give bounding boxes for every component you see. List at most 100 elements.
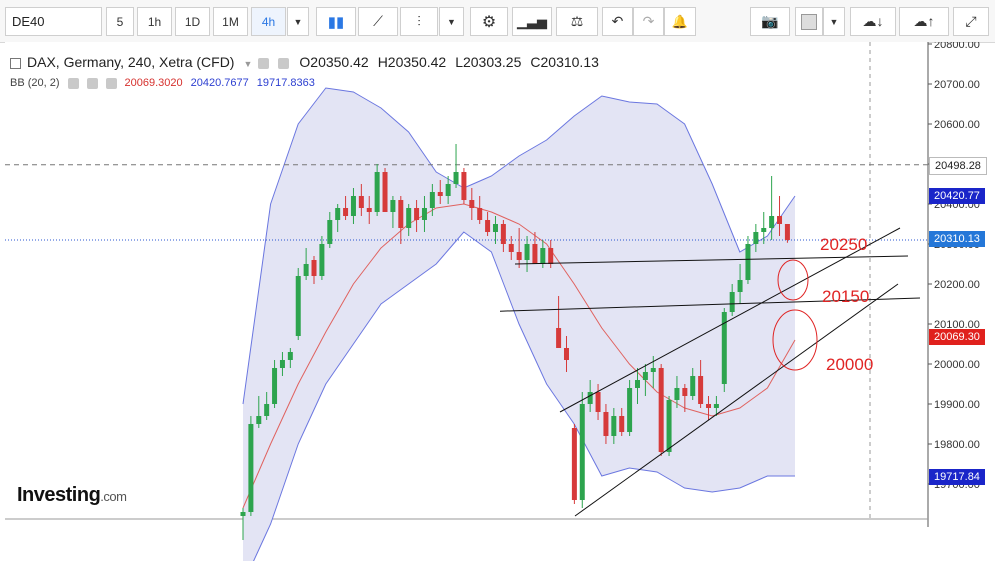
candle-body [784,224,790,240]
channel-lower-line [574,283,899,517]
candle-body [429,192,435,208]
load-button[interactable]: ☁↓ [850,7,896,36]
bars-icon: ⫶ [417,13,421,29]
legend-header: DAX, Germany, 240, Xetra (CFD) ▼ O20350.42… [10,54,608,70]
dropdown-icon: ▼ [447,16,456,27]
candle-body [729,292,735,312]
candle-body [469,200,475,208]
close-icon[interactable] [278,57,290,69]
candle-body [579,404,585,500]
y-tick-label: 20700.00 [934,79,980,91]
compare-button[interactable]: ⚖ [556,7,598,36]
bb-upper-value: 20420.7677 [190,77,249,89]
candle-body [390,200,396,212]
price-tag-last: 20310.13 [929,231,985,247]
candle-body [414,208,420,220]
candle-body [366,208,372,212]
fullscreen-button[interactable]: ⤢ [953,7,989,36]
candle-body [761,228,767,232]
bars-button[interactable]: ⫶ [400,7,438,36]
candle-body [682,388,688,396]
visibility-icon[interactable] [67,77,79,89]
candle-body [532,244,538,264]
y-tick-label: 19800.00 [934,439,980,451]
gear-icon: ⚙ [481,13,497,31]
candle-body [240,512,246,516]
undo-button[interactable]: ↶ [602,7,633,36]
candle-body [777,216,783,224]
interval-4h[interactable]: 4h [251,7,286,36]
dropdown-icon: ▼ [829,16,839,27]
candle-body [295,276,301,336]
alert-button[interactable]: 🔔 [664,7,696,36]
y-tick-label: 20800.00 [934,42,980,51]
toolbar: DE40 5 1h 1D 1M 4h ▼ ▮▮ ⟋ ⫶ ▼ ⚙ ▁▃▅ ⚖ ↶ … [0,0,995,43]
y-tick-label: 20000.00 [934,359,980,371]
candle-body [303,264,309,276]
fullscreen-icon: ⤢ [965,13,977,29]
candle-body [698,376,704,404]
bb-name: BB (20, 2) [10,77,60,89]
save-button[interactable]: ☁↑ [899,7,949,36]
candle-body [398,200,404,228]
interval-1h[interactable]: 1h [137,7,172,36]
settings-icon[interactable] [258,57,270,69]
indicators-button[interactable]: ▁▃▅ [512,7,552,36]
candle-body [256,416,262,424]
candle-body [753,232,759,244]
chart-area[interactable]: 20800.0020700.0020600.0020500.0020400.00… [0,42,995,561]
candle-body [524,244,530,260]
fill-icon [801,13,817,30]
cloud-download-icon: ☁↓ [862,13,884,29]
redo-button[interactable]: ↷ [633,7,664,36]
candle-body [311,260,317,276]
candle-body [745,244,751,280]
y-tick-label: 19900.00 [934,399,980,411]
price-tag-bb-mid: 20069.30 [929,329,985,345]
candle-body [248,424,254,512]
screenshot-button[interactable]: 📷 [750,7,790,36]
symbol-input[interactable]: DE40 [5,7,102,36]
price-chart[interactable]: 20800.0020700.0020600.0020500.0020400.00… [0,42,995,561]
annotation-circle-20250 [777,259,809,301]
close-icon[interactable] [105,77,117,89]
interval-5[interactable]: 5 [106,7,134,36]
bb-legend: BB (20, 2) 20069.3020 20420.7677 19717.8363 [10,77,323,89]
interval-1m[interactable]: 1M [213,7,248,36]
redo-icon: ↷ [642,13,655,29]
chart-type-dropdown[interactable]: ▼ [439,7,464,36]
candle-body [350,196,356,216]
candle-body [713,404,719,408]
candle-body [477,208,483,220]
ohlc-high: H20350.42 [377,54,447,70]
candle-body [382,172,388,212]
candle-body [556,328,562,348]
collapse-icon[interactable] [10,57,21,69]
fill-button[interactable] [795,7,823,36]
candle-body [461,172,467,200]
price-tag-high: 20498.28 [929,157,987,175]
fill-dropdown[interactable]: ▼ [823,7,845,36]
legend-dropdown-icon[interactable]: ▼ [243,59,253,69]
candles-button[interactable]: ▮▮ [316,7,356,36]
compare-icon: ⚖ [570,13,584,29]
candle-body [587,392,593,404]
settings-button[interactable]: ⚙ [470,7,508,36]
candle-body [627,388,633,432]
interval-1d[interactable]: 1D [175,7,210,36]
interval-dropdown[interactable]: ▼ [287,7,309,36]
annotation-label: 20250 [820,235,867,254]
candle-body [650,368,656,372]
camera-icon: 📷 [761,13,779,29]
cloud-upload-icon: ☁↑ [913,13,935,29]
ohlc-open: O20350.42 [299,54,369,70]
annotation-label: 20150 [822,287,869,306]
candle-body [492,224,498,232]
candle-body [516,252,522,260]
annotation-label: 20000 [826,355,873,374]
candle-body [264,404,270,416]
candle-body [674,388,680,400]
settings-icon[interactable] [86,77,98,89]
line-chart-button[interactable]: ⟋ [358,7,398,36]
price-tag-bb-upper: 20420.77 [929,188,985,204]
